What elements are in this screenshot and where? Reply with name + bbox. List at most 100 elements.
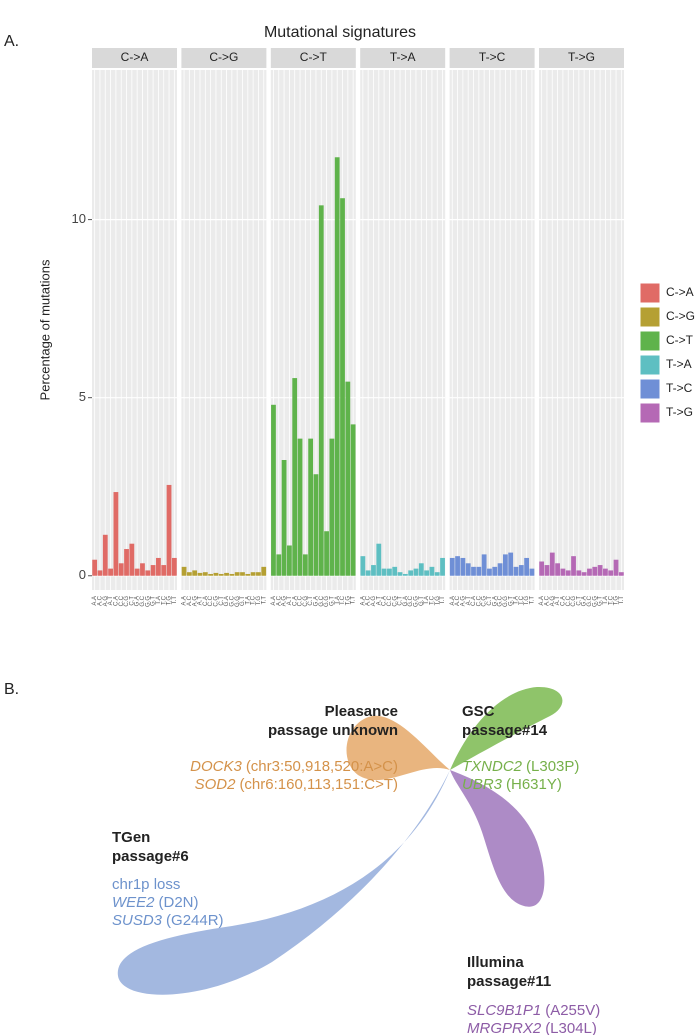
x-tick-label: A.T [198, 596, 204, 606]
x-tick-label: G.G [503, 596, 509, 607]
bar [340, 198, 345, 576]
bar [145, 570, 151, 576]
bar [524, 557, 530, 576]
bar [555, 563, 560, 576]
x-tick-label: T.C [429, 595, 435, 605]
x-tick-label: G.G [235, 596, 241, 607]
x-tick-label: A.C [276, 595, 282, 606]
x-tick-label: T.T [530, 596, 536, 605]
x-tick-label: T.T [261, 596, 267, 605]
x-tick-label: C.A [471, 596, 477, 606]
bar [613, 559, 619, 576]
facet-strip [181, 48, 267, 68]
detail: chr1p loss [112, 876, 180, 893]
x-tick-label: C.T [487, 596, 493, 606]
facet-strip [270, 48, 356, 68]
bar [224, 572, 229, 576]
x-tick-label: C.C [208, 595, 214, 606]
mutation: chr1p loss [112, 876, 180, 893]
x-tick-label: G.C [498, 595, 504, 606]
gene: SUSD3 [112, 912, 163, 929]
bar [345, 381, 351, 576]
x-tick-label: C.G [303, 596, 309, 607]
bar [245, 573, 251, 576]
x-tick-label: C.A [113, 596, 119, 606]
bar [308, 438, 314, 576]
x-tick-label: A.T [287, 596, 293, 606]
x-tick-label: C.C [387, 595, 393, 606]
bar [166, 484, 172, 576]
bar [329, 438, 335, 576]
bar [476, 566, 482, 576]
bar [92, 559, 98, 576]
gene: SLC9B1P1 [467, 1002, 541, 1019]
bar [360, 556, 366, 576]
facet-strip [92, 48, 177, 68]
bar [334, 157, 340, 576]
legend-label: T->A [666, 357, 692, 371]
bar [271, 404, 276, 576]
petal [117, 770, 451, 995]
group-name: GSC [462, 703, 495, 720]
detail: (G244R) [166, 912, 224, 929]
legend-label: C->A [666, 285, 694, 299]
x-tick-label: G.C [229, 595, 235, 606]
bar [156, 557, 161, 576]
x-tick-label: C.T [308, 596, 314, 606]
x-tick-label: A.T [555, 596, 561, 606]
mutation: SUSD3 (G244R) [112, 912, 224, 929]
bar [460, 557, 466, 576]
bar [581, 572, 587, 576]
bar [434, 572, 440, 576]
bar [424, 570, 429, 576]
x-tick-label: C.A [203, 596, 209, 606]
bar [240, 572, 245, 576]
x-tick-label: C.A [292, 596, 298, 606]
facet-label: C->G [209, 50, 238, 64]
x-tick-label: G.A [135, 596, 141, 606]
x-tick-label: A.G [282, 596, 288, 607]
bar [161, 565, 167, 576]
bar [513, 566, 519, 576]
detail: (A255V) [545, 1002, 600, 1019]
group-subtitle: passage#6 [112, 848, 189, 865]
legend-label: T->G [666, 405, 693, 419]
x-tick-label: G.A [403, 596, 409, 606]
legend-swatch [639, 378, 661, 400]
bar [208, 573, 214, 576]
group-name: Illumina [467, 954, 524, 971]
facet-strip [360, 48, 446, 68]
bar [197, 572, 203, 576]
bar [544, 565, 550, 576]
x-tick-label: T.C [251, 595, 257, 605]
mutation: SLC9B1P1 (A255V) [467, 1002, 600, 1019]
bar [350, 424, 356, 576]
group-subtitle: passage#14 [462, 722, 548, 739]
detail: (H631Y) [506, 776, 562, 793]
mutation: UBR3 (H631Y) [462, 776, 562, 793]
bar [497, 563, 503, 576]
panel-background [92, 70, 177, 590]
x-tick-label: C.T [129, 596, 135, 606]
bar [256, 572, 261, 576]
bar [471, 566, 476, 576]
bar [597, 565, 603, 576]
bar [234, 572, 240, 576]
x-tick-label: C.C [476, 595, 482, 606]
bar [276, 554, 282, 576]
bar [134, 568, 140, 576]
bar [502, 554, 508, 576]
x-tick-label: G.A [224, 596, 230, 606]
detail: (D2N) [159, 894, 199, 911]
x-tick-label: A.C [366, 595, 372, 606]
legend-swatch [639, 354, 661, 376]
bar [297, 438, 303, 576]
petal [450, 770, 545, 907]
bar [376, 543, 382, 576]
bar [129, 543, 135, 576]
legend-label: C->G [666, 309, 695, 323]
mutation: DOCK3 (chr3:50,918,520:A>C) [190, 758, 398, 775]
bar [371, 565, 376, 576]
x-tick-label: C.G [214, 596, 220, 607]
bar [455, 556, 460, 576]
